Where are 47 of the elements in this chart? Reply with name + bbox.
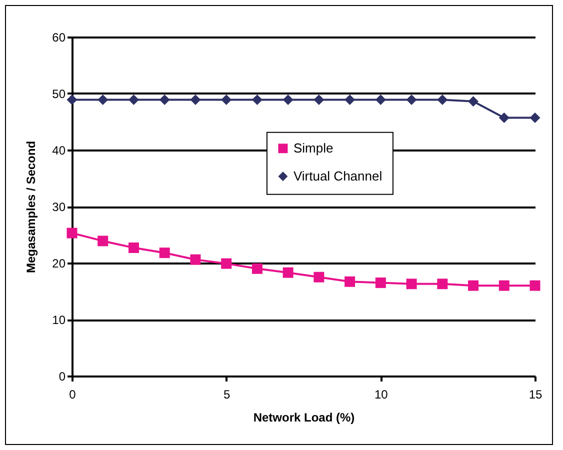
point [128, 242, 139, 253]
point [66, 94, 78, 105]
point [498, 280, 510, 291]
point [128, 94, 139, 105]
point [66, 228, 78, 238]
y-tick-label: 50 [52, 87, 66, 101]
y-tick-label: 10 [52, 313, 66, 327]
x-tick-label: 0 [69, 388, 76, 402]
point [406, 278, 417, 290]
x-tick-label: 15 [528, 388, 542, 402]
point [159, 248, 170, 258]
point [221, 258, 232, 269]
y-tick-label: 30 [52, 200, 66, 214]
point [282, 94, 294, 105]
point [190, 94, 201, 105]
y-tick-label: 60 [52, 30, 66, 44]
x-axis-title: Network Load (%) [253, 410, 355, 424]
y-axis-title: Megasamples / Second [24, 140, 38, 274]
point [252, 263, 262, 274]
point [221, 94, 232, 105]
point [314, 94, 324, 105]
point [98, 236, 108, 246]
point [314, 272, 324, 282]
point [468, 96, 479, 107]
point [406, 94, 417, 105]
point [159, 94, 170, 105]
legend-label: Simple [293, 140, 334, 156]
point [252, 94, 262, 105]
point [437, 278, 448, 290]
point [375, 94, 386, 105]
point [498, 112, 510, 124]
x-tick-label: 10 [374, 388, 388, 402]
point [468, 280, 479, 291]
x-tick-label: 5 [223, 388, 230, 402]
point [190, 254, 201, 265]
legend-label: Virtual Channel [293, 168, 382, 184]
point [344, 276, 356, 287]
point [530, 112, 540, 124]
point [98, 94, 108, 105]
y-tick-label: 0 [58, 370, 66, 384]
point [344, 94, 356, 105]
y-tick-label: 40 [52, 144, 66, 158]
point [282, 267, 294, 278]
point [437, 94, 448, 105]
point [375, 278, 386, 288]
point [530, 280, 540, 291]
y-tick-label: 20 [52, 256, 66, 270]
